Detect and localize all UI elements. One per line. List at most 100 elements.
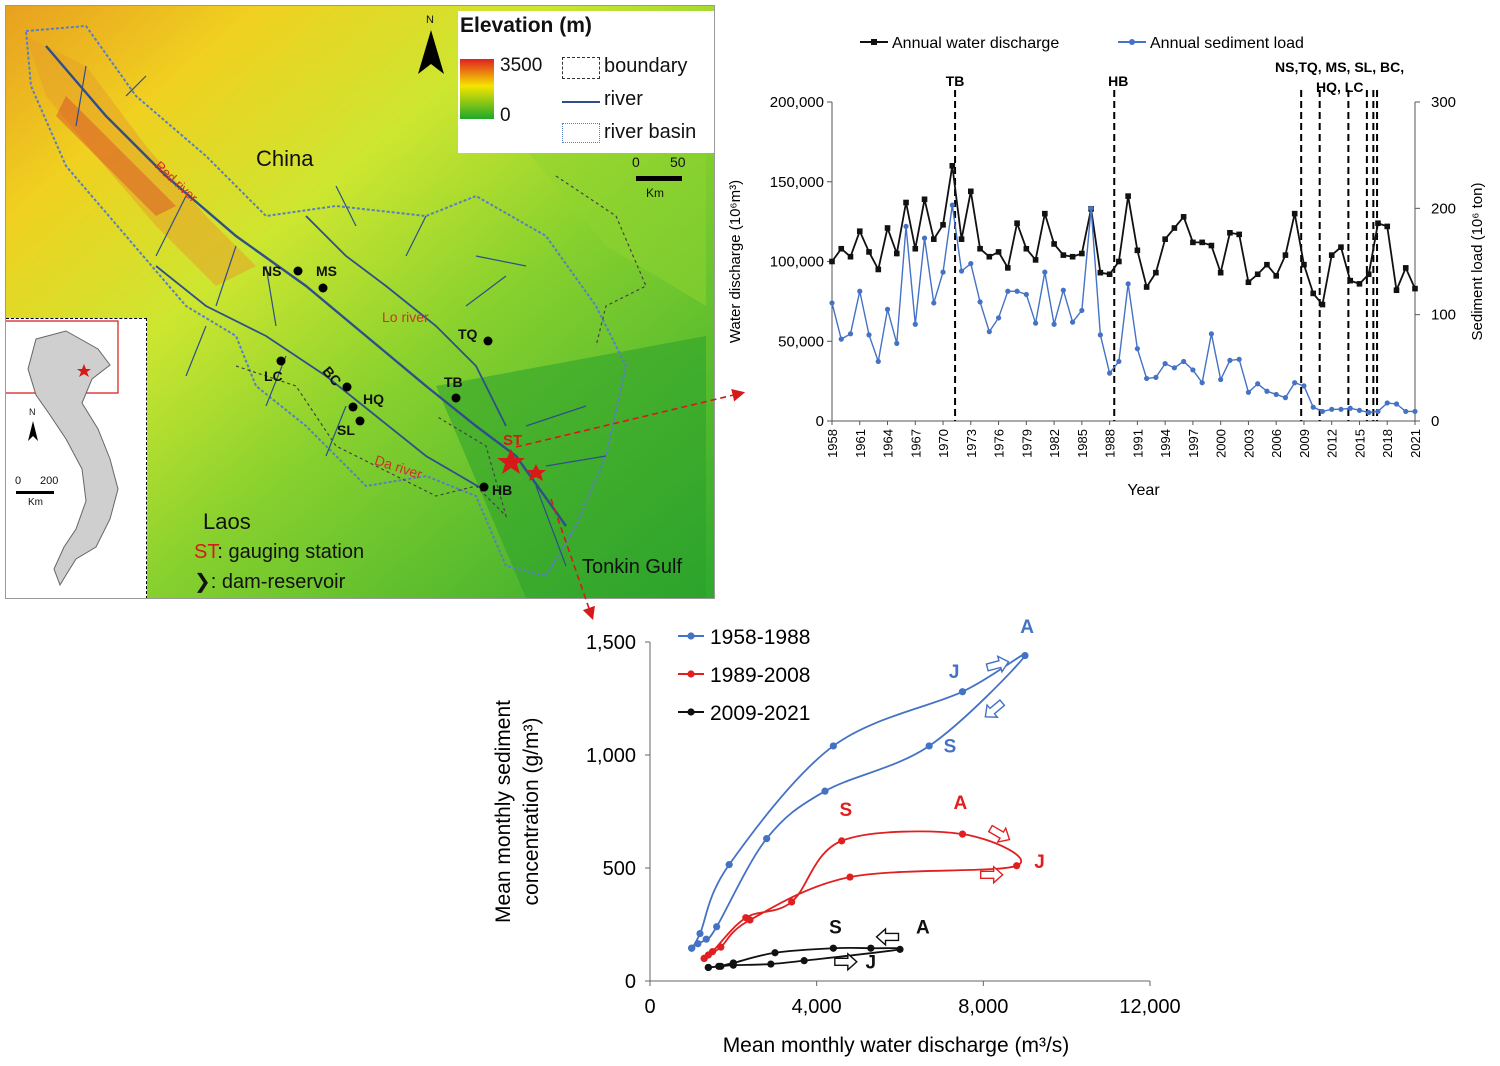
ts-water-point <box>1134 247 1141 254</box>
inset-scale-zero: 0 <box>15 475 22 487</box>
loop-point-1958-1988 <box>958 688 967 696</box>
label-china: China <box>256 146 314 171</box>
legend-max: 3500 <box>500 55 543 76</box>
ts-x-axis-label: Year <box>1127 482 1160 499</box>
ts-sediment-point <box>829 300 835 306</box>
ts-sediment-point <box>1088 205 1094 211</box>
loop-point-1989-2008 <box>958 830 967 838</box>
loop-curve-1989-2008 <box>703 830 1022 960</box>
ts-water-point <box>1199 239 1205 246</box>
loop-point-2009-2021 <box>867 944 875 952</box>
ts-x-tick-label: 1991 <box>1130 429 1145 458</box>
ts-sediment-point <box>995 315 1002 321</box>
ts-water-point <box>893 250 900 257</box>
loop-month-label: S <box>839 800 852 821</box>
inset-scale-value: 200 <box>40 475 59 487</box>
ts-water-point <box>1245 279 1252 286</box>
dam-label-hb: HB <box>1108 73 1128 89</box>
direction-arrow-icon <box>979 865 1004 885</box>
ts-water-point <box>1106 271 1113 278</box>
dam-marker-tb <box>451 393 461 403</box>
ts-water-point <box>1190 239 1196 246</box>
ts-sediment-point <box>875 358 881 365</box>
ts-x-tick-label: 1973 <box>964 429 979 458</box>
ts-sediment-point <box>1125 281 1131 287</box>
ts-sediment-point <box>968 261 974 267</box>
dam-marker-lc <box>276 356 286 366</box>
loop-month-label: A <box>1020 617 1034 638</box>
ts-sediment-point <box>857 288 863 294</box>
ts-x-tick-label: 2012 <box>1325 429 1340 458</box>
direction-arrow-icon <box>987 824 1011 844</box>
ts-water-point <box>866 249 872 255</box>
ts-right-tick-label: 0 <box>1431 413 1439 430</box>
ts-left-tick-label: 0 <box>816 413 824 430</box>
ts-water-point <box>1319 301 1326 308</box>
dam-marker-hb <box>479 482 489 492</box>
ts-water-point <box>1005 265 1011 271</box>
ts-water-point <box>1060 252 1067 258</box>
legend-river: river <box>604 88 643 110</box>
loop-legend-label: 1958-1988 <box>710 626 810 649</box>
ts-water-point <box>1301 261 1307 268</box>
ts-water-point <box>1356 281 1363 287</box>
vietnam-outline <box>27 330 119 587</box>
legend-min: 0 <box>500 105 511 126</box>
ts-x-tick-label: 1985 <box>1075 429 1090 458</box>
loop-y-tick-label: 0 <box>625 971 636 993</box>
ts-left-tick-label: 150,000 <box>770 174 824 191</box>
loop-x-tick-label: 0 <box>644 996 655 1018</box>
ts-water-point <box>1023 245 1030 252</box>
vietnam-inset-svg <box>6 320 119 587</box>
highland-peak <box>56 96 176 216</box>
legend-dam-reservoir: ❯: dam-reservoir <box>194 569 345 594</box>
ts-sediment-point <box>1070 319 1076 325</box>
loop-point-1989-2008 <box>838 837 846 845</box>
scale-value-label: 50 <box>670 154 686 170</box>
ts-water-point <box>1051 241 1057 247</box>
ts-x-tick-label: 1988 <box>1103 429 1118 458</box>
direction-arrow-icon <box>985 655 1010 674</box>
ts-right-axis-label: Sediment load (10⁶ ton) <box>1469 183 1486 341</box>
inset-north-label: N <box>29 407 36 417</box>
ts-x-tick-label: 2009 <box>1297 429 1312 458</box>
ts-sediment-point <box>1282 395 1289 401</box>
country-boundary <box>235 365 508 519</box>
lo-river-line <box>305 215 507 427</box>
dam-marker-tq <box>483 336 493 346</box>
ts-water-point <box>1032 257 1039 263</box>
loop-month-label: S <box>829 918 842 939</box>
ts-water-point <box>1393 287 1400 294</box>
legend-boundary: boundary <box>604 55 688 77</box>
ts-water-point <box>1264 261 1270 268</box>
ts-sediment-point <box>1310 404 1316 410</box>
loop-y-tick-label: 1,000 <box>586 745 636 767</box>
ts-x-tick-label: 1964 <box>881 429 896 458</box>
basin-swatch <box>562 123 600 143</box>
ts-sediment-point <box>1005 288 1011 294</box>
station-label-st: ST <box>503 432 523 449</box>
direction-arrow-icon <box>984 699 1006 718</box>
ts-water-point <box>1143 284 1150 290</box>
ts-sediment-point <box>1023 291 1029 298</box>
elevation-colorbar <box>460 59 494 119</box>
ts-sediment-point <box>1384 400 1390 406</box>
ts-water-point <box>1375 220 1381 227</box>
loop-month-label: A <box>954 793 968 814</box>
country-boundary-east <box>555 175 647 347</box>
ts-sediment-point <box>1245 389 1252 395</box>
ts-water-point <box>847 253 854 260</box>
scale-zero-label: 0 <box>632 154 640 170</box>
ts-legend-label: Annual sediment load <box>1150 35 1304 52</box>
loop-point-1958-1988 <box>713 923 721 931</box>
ts-sediment-point <box>1218 376 1224 383</box>
ts-water-point <box>1208 242 1215 249</box>
ts-water-point <box>940 222 946 228</box>
loop-point-1989-2008 <box>846 873 854 881</box>
ts-water-point <box>1171 225 1178 231</box>
ts-x-tick-label: 1958 <box>825 429 840 458</box>
ts-water-point <box>1014 220 1020 227</box>
legend-st-code: ST <box>194 541 218 563</box>
ts-water-point <box>838 245 845 252</box>
ts-right-tick-label: 300 <box>1431 94 1456 111</box>
